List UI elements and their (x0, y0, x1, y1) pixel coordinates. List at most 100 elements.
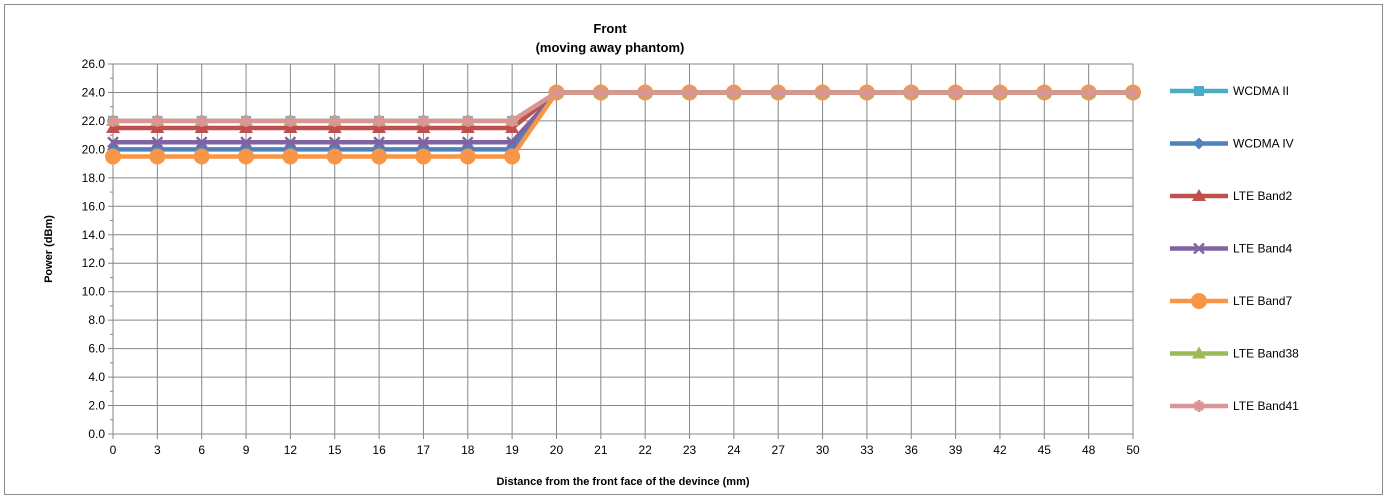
data-point (416, 121, 431, 134)
y-tick-label: 6.0 (88, 342, 105, 356)
x-tick-label: 39 (949, 443, 963, 457)
x-tick-label: 36 (905, 443, 919, 457)
x-tick-label: 20 (550, 443, 564, 457)
legend-marker (1193, 137, 1205, 150)
data-point (506, 136, 519, 149)
x-tick-label: 15 (328, 443, 342, 457)
data-point (550, 86, 563, 99)
x-tick-label: 45 (1038, 443, 1052, 457)
y-tick-label: 14.0 (82, 228, 106, 242)
legend-label: LTE Band38 (1233, 347, 1299, 361)
data-point (816, 86, 829, 99)
x-tick-label: 23 (683, 443, 697, 457)
x-tick-label: 50 (1126, 443, 1140, 457)
data-point (415, 148, 432, 165)
data-point (639, 86, 652, 99)
legend-marker (1192, 346, 1206, 359)
data-point (195, 114, 208, 127)
data-point (461, 114, 474, 127)
series-line (113, 90, 1133, 145)
x-tick-label: 22 (638, 443, 652, 457)
data-point (461, 136, 474, 149)
data-point (240, 114, 253, 127)
data-point (371, 148, 388, 165)
x-tick-label: 21 (594, 443, 608, 457)
data-point (372, 121, 387, 134)
legend-label: LTE Band7 (1233, 294, 1292, 308)
legend-marker (1193, 242, 1205, 255)
y-tick-label: 8.0 (88, 313, 105, 327)
legend-item: LTE Band38 (1170, 346, 1299, 361)
x-tick-label: 24 (727, 443, 741, 457)
data-point (505, 121, 520, 134)
data-point (240, 136, 252, 149)
x-tick-label: 16 (372, 443, 386, 457)
x-tick-label: 17 (417, 443, 431, 457)
data-point (239, 121, 254, 134)
data-point (459, 148, 476, 165)
series-lte-band4 (107, 86, 1139, 149)
series-line (113, 90, 1133, 124)
data-point (282, 148, 299, 165)
legend-item: LTE Band2 (1170, 189, 1292, 203)
legend-marker (1191, 293, 1207, 309)
data-point (326, 148, 343, 165)
series-line (113, 90, 1133, 124)
data-point (417, 136, 430, 149)
data-point (195, 136, 208, 149)
y-tick-label: 18.0 (82, 171, 106, 185)
y-tick-label: 0.0 (88, 427, 105, 441)
data-point (238, 148, 255, 165)
data-point (727, 86, 740, 99)
y-tick-label: 24.0 (82, 85, 106, 99)
x-tick-labels: 0 3 6 9 12 15 16 17 18 19 20 21 22 23 24 27 30 33 36 39 42 45… (110, 443, 1140, 457)
data-point (327, 121, 342, 134)
x-tick-label: 42 (993, 443, 1007, 457)
y-tick-label: 2.0 (88, 399, 105, 413)
data-point (107, 114, 119, 127)
x-tick-label: 19 (505, 443, 519, 457)
data-point (1127, 86, 1139, 99)
series-lte-band7 (105, 84, 1141, 165)
data-point (107, 136, 119, 149)
data-point (993, 86, 1006, 99)
data-point (949, 86, 962, 99)
data-point (151, 114, 164, 127)
x-tick-label: 12 (284, 443, 298, 457)
legend-label: WCDMA IV (1233, 137, 1294, 151)
data-point (151, 136, 164, 149)
data-point (860, 86, 873, 99)
y-tick-label: 26.0 (82, 57, 106, 71)
data-point (283, 121, 298, 134)
data-point (193, 148, 210, 165)
data-point (373, 114, 386, 127)
x-tick-label: 30 (816, 443, 830, 457)
data-point (105, 148, 121, 165)
legend-marker (1192, 189, 1206, 201)
data-point (905, 86, 918, 99)
x-axis-label: Distance from the front face of the devi… (496, 476, 749, 488)
data-point (1038, 86, 1051, 99)
y-tick-label: 12.0 (82, 256, 106, 270)
x-tick-label: 9 (243, 443, 250, 457)
legend-label: WCDMA II (1233, 84, 1289, 98)
data-point (284, 114, 297, 127)
data-point (106, 121, 120, 134)
x-tick-label: 33 (860, 443, 874, 457)
legend-label: LTE Band2 (1233, 189, 1292, 203)
y-tick-label: 22.0 (82, 114, 106, 128)
y-tick-label: 20.0 (82, 142, 106, 156)
series-line (113, 90, 1133, 124)
data-point (149, 148, 166, 165)
legend-item: WCDMA IV (1170, 137, 1294, 151)
chart-subtitle: (moving away phantom) (536, 40, 685, 55)
data-point (594, 86, 607, 99)
x-tick-label: 0 (110, 443, 117, 457)
data-point (504, 148, 521, 165)
x-tick-label: 18 (461, 443, 475, 457)
data-point (506, 114, 519, 127)
y-axis-label: Power (dBm) (43, 215, 55, 283)
data-point (373, 136, 385, 149)
data-point (328, 114, 341, 127)
